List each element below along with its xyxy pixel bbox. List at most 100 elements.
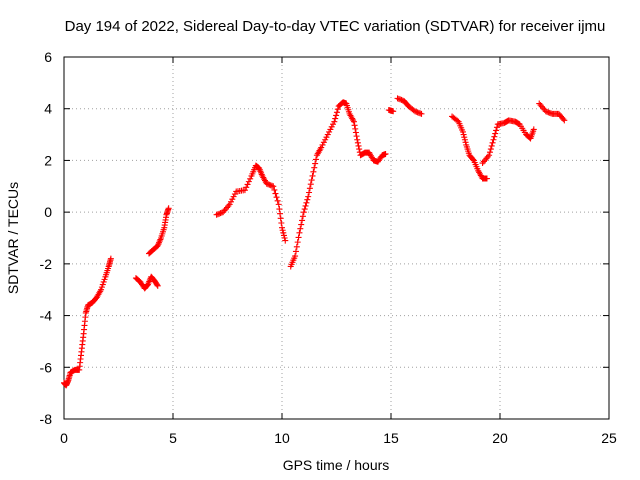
data-point: [304, 196, 311, 203]
data-point: [493, 127, 500, 134]
data-point: [293, 243, 300, 250]
y-tick-label: 2: [44, 152, 52, 168]
data-point: [390, 108, 397, 115]
data-point: [332, 115, 339, 122]
data-point: [241, 187, 248, 194]
data-point: [101, 276, 108, 283]
data-point: [460, 131, 467, 138]
y-tick-labels: 6 4 2 0 -2 -4 -6 -8: [40, 49, 53, 427]
data-point: [273, 194, 280, 201]
data-point: [490, 136, 497, 143]
x-tick-label: 0: [60, 430, 68, 446]
y-tick-label: -6: [40, 359, 53, 375]
data-point: [352, 125, 359, 132]
data-point: [327, 126, 334, 133]
data-point: [353, 133, 360, 140]
data-point: [322, 136, 329, 143]
y-tick-label: 0: [44, 204, 52, 220]
data-point: [282, 237, 289, 244]
data-point: [278, 220, 285, 227]
data-point: [107, 255, 114, 262]
data-point: [418, 110, 425, 117]
y-axis-label: SDTVAR / TECUs: [5, 182, 21, 294]
data-point: [301, 206, 308, 213]
data-point: [295, 234, 302, 241]
data-point: [461, 136, 468, 143]
data-point: [331, 118, 338, 125]
data-point: [310, 168, 317, 175]
data-point: [486, 149, 493, 156]
x-tick-label: 5: [169, 430, 177, 446]
data-point: [277, 215, 284, 222]
data-point: [100, 278, 107, 285]
data-point: [328, 123, 335, 130]
data-point: [298, 221, 305, 228]
data-point: [351, 122, 358, 129]
data-point: [454, 117, 461, 124]
data-point: [98, 286, 105, 293]
x-axis-label: GPS time / hours: [283, 457, 390, 473]
data-point: [318, 144, 325, 151]
data-point: [275, 201, 282, 208]
data-point: [492, 130, 499, 137]
data-point: [303, 199, 310, 206]
chart-title: Day 194 of 2022, Sidereal Day-to-day VTE…: [65, 18, 606, 35]
data-point: [306, 189, 313, 196]
data-point: [486, 152, 493, 159]
data-point: [227, 198, 234, 205]
data-point: [333, 112, 340, 119]
y-tick-label: -4: [40, 308, 53, 324]
data-point: [488, 142, 495, 149]
plot-frame: [63, 56, 610, 420]
data-point: [230, 193, 237, 200]
data-point: [244, 181, 251, 188]
y-tick-label: -8: [40, 411, 53, 427]
y-tick-label: 6: [44, 49, 52, 65]
data-point: [281, 235, 288, 241]
data-point: [271, 186, 278, 193]
data-point: [311, 164, 318, 171]
data-point: [280, 229, 287, 236]
data-point: [308, 177, 315, 184]
data-point: [560, 116, 567, 123]
data-point: [334, 106, 341, 113]
data-point: [493, 124, 500, 131]
data-point: [226, 201, 233, 208]
data-point: [300, 209, 307, 216]
data-point: [354, 136, 361, 143]
data-point: [154, 281, 161, 288]
data-point: [299, 217, 306, 224]
data-point: [297, 225, 304, 232]
data-point: [333, 109, 340, 116]
data-point: [279, 224, 285, 231]
data-point: [165, 205, 172, 212]
data-point: [307, 181, 314, 188]
data-point: [319, 141, 326, 148]
data-point: [461, 134, 468, 141]
data-point: [309, 172, 316, 179]
data-point: [312, 160, 319, 167]
data-point: [292, 248, 299, 255]
data-point: [323, 134, 330, 141]
data-point: [231, 191, 238, 198]
data-point: [356, 146, 363, 153]
data-point: [462, 139, 469, 146]
x-tick-label: 15: [383, 430, 399, 446]
data-point: [305, 193, 312, 200]
data-point: [272, 190, 279, 197]
data-point: [302, 202, 309, 209]
data-point: [324, 131, 331, 138]
data-point: [98, 284, 105, 291]
data-point: [561, 117, 568, 124]
data-point: [299, 213, 306, 220]
data-point: [99, 281, 106, 288]
data-point: [459, 128, 466, 135]
data-point: [274, 197, 281, 204]
data-point: [280, 232, 287, 239]
x-tick-label: 25: [601, 430, 617, 446]
data-point: [530, 126, 537, 133]
data-point: [154, 282, 161, 289]
data-point: [354, 139, 361, 146]
y-tick-label: 4: [44, 101, 52, 117]
